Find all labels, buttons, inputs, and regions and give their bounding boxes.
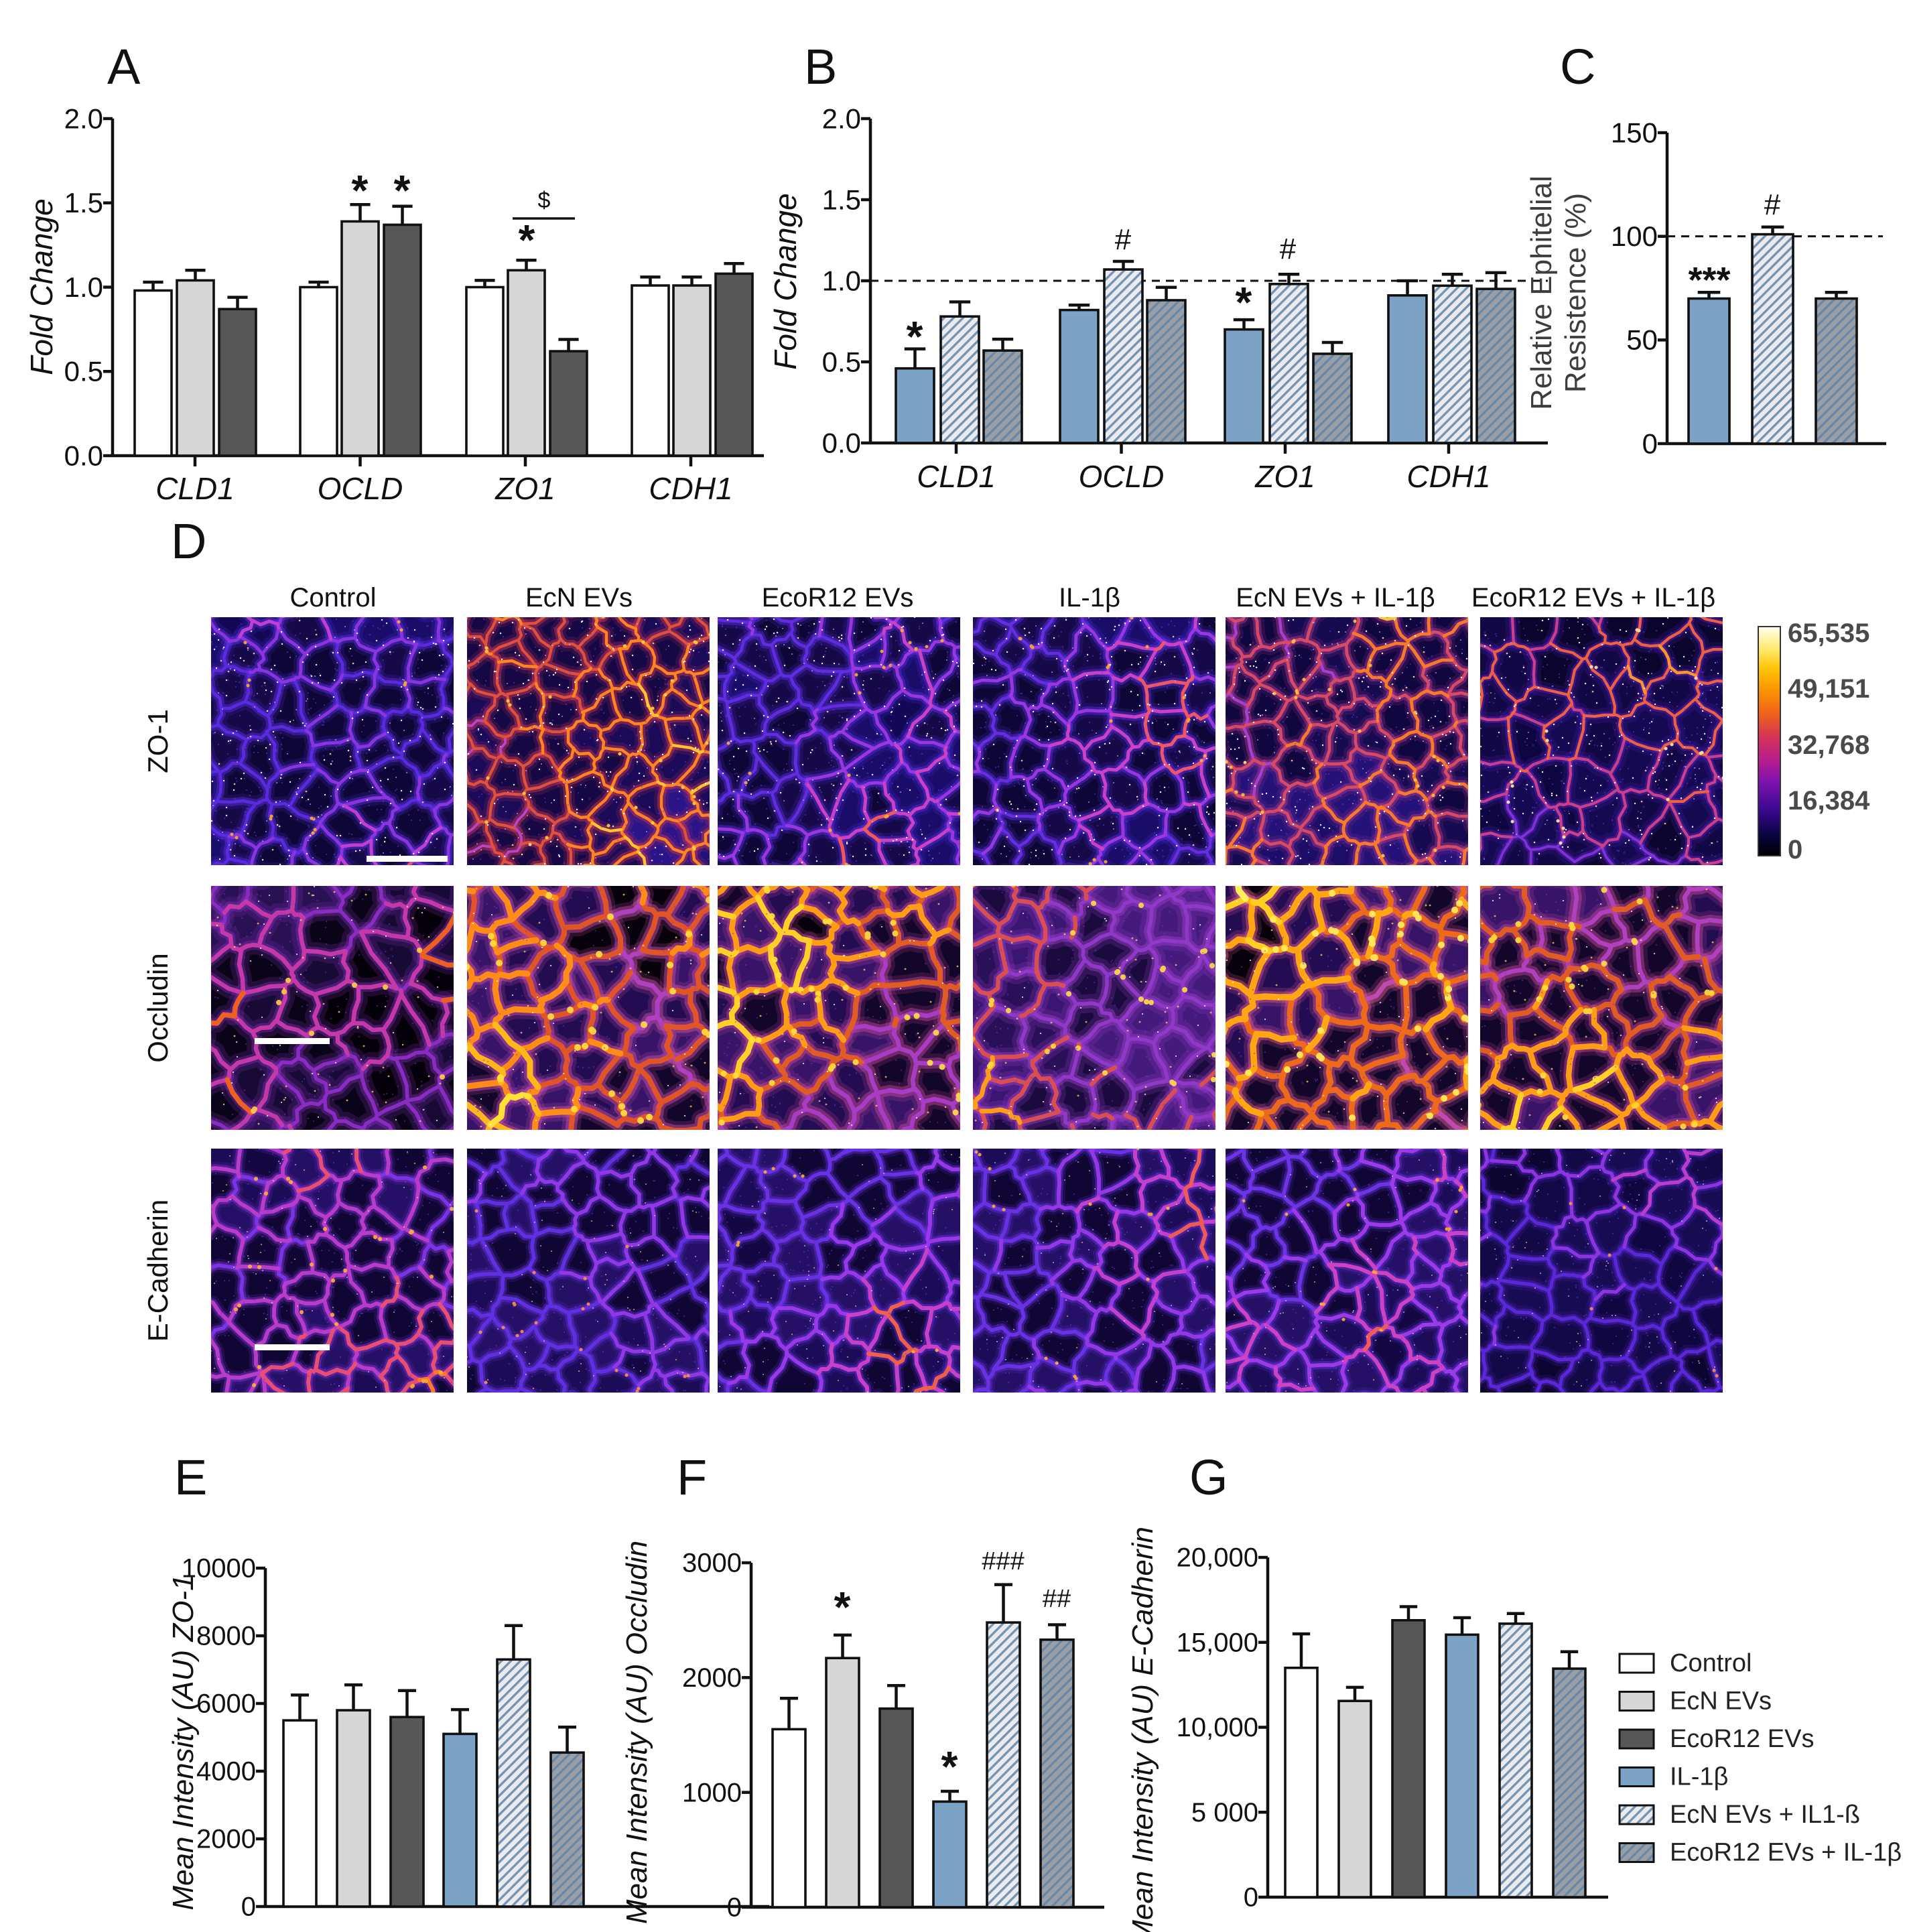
svg-text:EcoR12 EVs: EcoR12 EVs <box>1670 1725 1814 1753</box>
svg-text:8000: 8000 <box>196 1622 256 1651</box>
svg-text:1.5: 1.5 <box>64 187 103 218</box>
svg-text:*: * <box>834 1583 851 1631</box>
svg-text:15,000: 15,000 <box>1177 1628 1258 1657</box>
svg-text:EcoR12 EVs + IL-1β: EcoR12 EVs + IL-1β <box>1471 583 1715 613</box>
svg-text:*: * <box>907 312 923 361</box>
svg-text:ZO1: ZO1 <box>1254 459 1315 494</box>
svg-text:IL-1β: IL-1β <box>1059 583 1120 613</box>
svg-text:*: * <box>519 216 535 264</box>
svg-text:4000: 4000 <box>196 1757 256 1787</box>
svg-text:Fold Change: Fold Change <box>24 198 59 375</box>
svg-text:Occludin: Occludin <box>142 953 174 1062</box>
svg-text:20,000: 20,000 <box>1177 1543 1258 1573</box>
svg-text:100: 100 <box>1611 220 1658 252</box>
svg-text:Fold Change: Fold Change <box>768 193 803 369</box>
svg-text:Mean Intensity (AU) ZO-1: Mean Intensity (AU) ZO-1 <box>167 1574 200 1910</box>
svg-text:*: * <box>352 166 369 214</box>
svg-text:150: 150 <box>1611 117 1658 148</box>
svg-text:2.0: 2.0 <box>822 103 861 134</box>
svg-text:16,384: 16,384 <box>1788 786 1870 816</box>
svg-text:E-Cadherin: E-Cadherin <box>142 1200 174 1342</box>
svg-text:E: E <box>174 1450 207 1505</box>
svg-text:EcN EVs: EcN EVs <box>1670 1687 1772 1716</box>
svg-text:OCLD: OCLD <box>318 471 403 506</box>
svg-text:ZO1: ZO1 <box>495 471 555 506</box>
svg-text:Control: Control <box>290 583 377 613</box>
svg-text:Relative Ephitelial: Relative Ephitelial <box>1525 176 1558 410</box>
svg-text:0: 0 <box>1244 1883 1258 1913</box>
svg-text:0: 0 <box>1788 835 1802 864</box>
svg-text:EcoR12 EVs + IL-1β: EcoR12 EVs + IL-1β <box>1670 1839 1902 1867</box>
svg-text:EcN EVs + IL1-ß: EcN EVs + IL1-ß <box>1670 1801 1860 1829</box>
svg-text:EcN EVs + IL-1β: EcN EVs + IL-1β <box>1236 583 1435 613</box>
svg-text:10000: 10000 <box>182 1554 256 1584</box>
svg-text:1.5: 1.5 <box>822 184 861 215</box>
svg-text:#: # <box>1280 233 1297 265</box>
svg-text:3000: 3000 <box>682 1549 742 1578</box>
svg-text:CLD1: CLD1 <box>155 471 235 506</box>
svg-text:Control: Control <box>1670 1649 1752 1677</box>
svg-text:0.0: 0.0 <box>64 440 103 471</box>
svg-text:OCLD: OCLD <box>1079 459 1165 494</box>
svg-text:32,768: 32,768 <box>1788 730 1869 760</box>
svg-text:5 000: 5 000 <box>1191 1798 1258 1827</box>
svg-text:*: * <box>1236 278 1252 326</box>
svg-text:CDH1: CDH1 <box>649 471 732 506</box>
svg-text:0.0: 0.0 <box>822 427 861 458</box>
svg-text:Mean Intensity (AU) E-Cadherin: Mean Intensity (AU) E-Cadherin <box>1126 1527 1159 1932</box>
svg-text:0: 0 <box>1642 428 1658 459</box>
svg-text:Mean Intensity (AU) Occludin: Mean Intensity (AU) Occludin <box>620 1541 653 1924</box>
svg-text:###: ### <box>982 1547 1024 1575</box>
svg-text:0: 0 <box>727 1893 742 1923</box>
svg-text:1000: 1000 <box>682 1778 742 1807</box>
svg-text:2000: 2000 <box>682 1663 742 1693</box>
svg-text:*: * <box>941 1742 958 1791</box>
svg-text:$: $ <box>538 188 551 213</box>
svg-text:IL-1β: IL-1β <box>1670 1763 1728 1791</box>
svg-text:2.0: 2.0 <box>64 103 103 134</box>
svg-text:1.0: 1.0 <box>822 265 861 296</box>
svg-text:2000: 2000 <box>196 1825 256 1854</box>
svg-text:ZO-1: ZO-1 <box>142 709 174 773</box>
svg-text:*: * <box>394 166 411 214</box>
svg-text:EcoR12 EVs: EcoR12 EVs <box>762 583 914 613</box>
svg-text:CLD1: CLD1 <box>917 459 996 494</box>
svg-text:#: # <box>1764 188 1781 221</box>
svg-text:50: 50 <box>1626 324 1658 356</box>
svg-text:65,535: 65,535 <box>1788 619 1869 648</box>
svg-text:D: D <box>171 513 206 569</box>
svg-text:6000: 6000 <box>196 1689 256 1719</box>
svg-text:A: A <box>107 39 141 94</box>
svg-text:10,000: 10,000 <box>1177 1713 1258 1742</box>
svg-text:CDH1: CDH1 <box>1406 459 1490 494</box>
svg-text:0: 0 <box>241 1892 256 1922</box>
svg-text:0.5: 0.5 <box>64 356 103 387</box>
svg-text:B: B <box>804 39 837 94</box>
svg-text:#: # <box>1115 223 1132 256</box>
svg-text:Resistence (%): Resistence (%) <box>1559 193 1592 393</box>
svg-text:F: F <box>677 1450 707 1505</box>
svg-text:49,151: 49,151 <box>1788 674 1869 704</box>
svg-text:EcN EVs: EcN EVs <box>525 583 633 613</box>
svg-text:1.0: 1.0 <box>64 271 103 303</box>
svg-text:0.5: 0.5 <box>822 346 861 377</box>
svg-text:***: *** <box>1688 260 1730 300</box>
svg-text:C: C <box>1560 39 1595 94</box>
svg-text:##: ## <box>1043 1585 1071 1613</box>
svg-text:G: G <box>1189 1450 1228 1505</box>
